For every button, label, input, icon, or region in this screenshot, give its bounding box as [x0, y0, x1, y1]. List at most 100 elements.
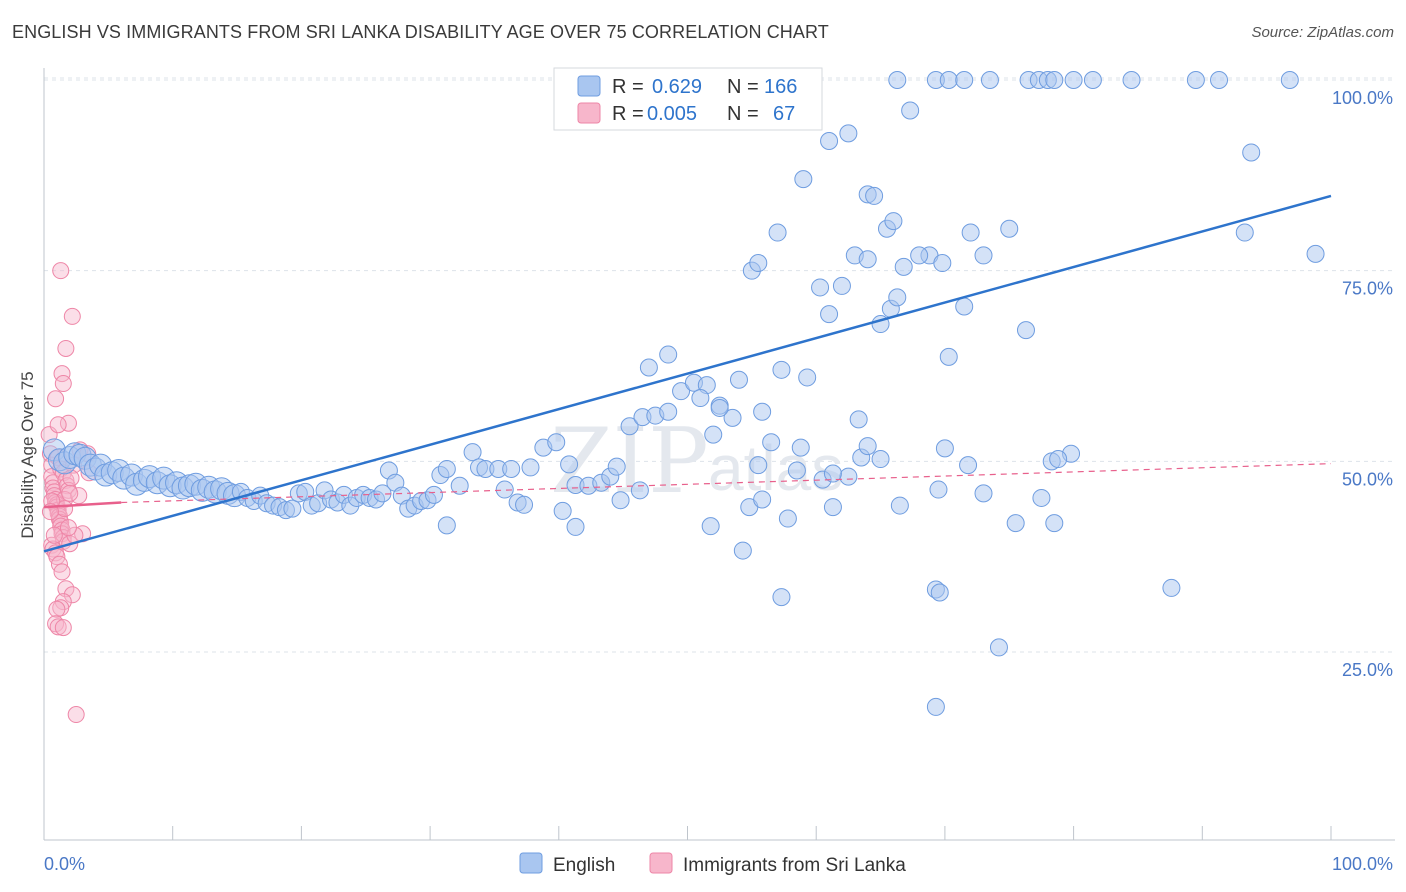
watermark: ZIP atlas	[550, 409, 843, 514]
english-point-84	[672, 382, 691, 401]
english-point-153	[794, 170, 813, 189]
legend-n-value-english: 166	[764, 76, 797, 98]
english-point-112	[959, 456, 978, 475]
english-point-167	[1306, 244, 1325, 263]
english-point-173	[939, 71, 958, 89]
english-point-69	[502, 459, 521, 478]
series-legend: English Immigrants from Sri Lanka	[519, 852, 906, 876]
english-point-123	[926, 697, 945, 716]
trend-lines	[43, 194, 1332, 553]
english-point-175	[980, 71, 999, 89]
bottom-legend-swatch-english	[519, 852, 543, 874]
bottom-legend-label-srilanka: Immigrants from Sri Lanka	[683, 855, 906, 876]
srilanka-point-42	[54, 375, 72, 393]
english-point-105	[772, 588, 791, 607]
legend-swatch-srilanka	[577, 102, 601, 124]
y-tick-label-0: 25.0%	[1342, 660, 1393, 680]
english-point-151	[1049, 450, 1068, 469]
english-point-121	[930, 583, 949, 602]
bottom-legend-swatch-srilanka	[649, 852, 673, 874]
english-point-147	[955, 297, 974, 316]
english-point-93	[839, 467, 858, 486]
english-point-181	[1083, 71, 1102, 89]
english-point-170	[901, 101, 920, 120]
english-point-61	[424, 485, 443, 504]
legend-r-value-srilanka: 0.005	[647, 103, 697, 125]
bottom-legend-label-english: English	[553, 855, 615, 876]
chart-source: Source: ZipAtlas.com	[1251, 24, 1394, 41]
english-point-183	[1186, 71, 1205, 89]
english-point-155	[839, 124, 858, 143]
english-point-74	[560, 455, 579, 474]
english-point-162	[910, 246, 929, 265]
english-point-114	[1006, 514, 1025, 533]
english-point-108	[871, 450, 890, 469]
english-point-65	[463, 443, 482, 462]
english-point-107	[823, 464, 842, 483]
english-point-165	[1242, 143, 1261, 162]
english-point-134	[772, 360, 791, 379]
y-tick-label-3: 100.0%	[1332, 88, 1393, 108]
english-point-102	[704, 425, 723, 444]
english-point-166	[1235, 223, 1254, 242]
legend-n-value-srilanka: 67	[773, 103, 795, 125]
english-point-150	[939, 347, 958, 366]
series-srilanka-points	[40, 262, 98, 724]
english-point-136	[811, 278, 830, 297]
legend-n-label-english: N =	[727, 76, 759, 98]
series-english-points	[42, 71, 1325, 716]
english-point-182	[1122, 71, 1141, 89]
legend-n-label-srilanka: N =	[727, 103, 759, 125]
srilanka-point-39	[63, 307, 81, 325]
srilanka-point-40	[57, 339, 75, 357]
srilanka-point-59	[47, 615, 65, 633]
english-point-119	[989, 638, 1008, 657]
english-point-98	[553, 501, 572, 520]
srilanka-point-55	[63, 586, 81, 604]
english-point-154	[820, 132, 839, 151]
english-point-124	[733, 541, 752, 560]
srilanka-point-66	[61, 484, 79, 502]
srilanka-point-27	[53, 563, 71, 581]
english-point-64	[450, 476, 469, 495]
english-point-106	[791, 438, 810, 457]
english-point-100	[611, 491, 630, 510]
english-point-184	[1210, 71, 1229, 89]
legend-swatch-english	[577, 75, 601, 97]
chart-title: ENGLISH VS IMMIGRANTS FROM SRI LANKA DIS…	[12, 22, 829, 42]
y-tick-labels: 25.0% 50.0% 75.0% 100.0%	[1332, 88, 1393, 680]
srilanka-point-4	[44, 474, 62, 492]
english-point-97	[515, 495, 534, 514]
english-point-138	[832, 276, 851, 295]
english-point-63	[437, 516, 456, 535]
english-point-111	[935, 439, 954, 458]
english-point-157	[865, 186, 884, 205]
legend-r-label-srilanka: R =	[612, 103, 644, 125]
srilanka-point-43	[47, 390, 65, 408]
srilanka-point-38	[52, 262, 70, 280]
english-point-109	[890, 496, 909, 515]
english-point-101	[630, 481, 649, 500]
english-point-185	[1280, 71, 1299, 89]
english-point-125	[701, 517, 720, 536]
english-point-169	[749, 254, 768, 273]
english-point-71	[521, 458, 540, 477]
english-point-131	[691, 389, 710, 408]
english-point-132	[729, 370, 748, 389]
english-point-164	[1000, 219, 1019, 238]
english-point-146	[933, 254, 952, 273]
y-axis-title: Disability Age Over 75	[18, 371, 37, 538]
english-point-39	[283, 499, 302, 518]
english-point-95	[495, 480, 514, 499]
english-point-116	[1045, 514, 1064, 533]
english-point-126	[778, 509, 797, 528]
srilanka-trend-solid	[43, 501, 122, 509]
srilanka-trend-dashed	[121, 463, 1332, 504]
y-tick-label-1: 50.0%	[1342, 469, 1393, 489]
english-point-88	[723, 408, 742, 427]
x-tick-labels: 0.0% 100.0%	[44, 854, 1393, 874]
srilanka-point-65	[59, 519, 77, 537]
english-point-140	[858, 437, 877, 456]
srilanka-point-60	[49, 618, 67, 636]
legend-r-value-english: 0.629	[652, 76, 702, 98]
